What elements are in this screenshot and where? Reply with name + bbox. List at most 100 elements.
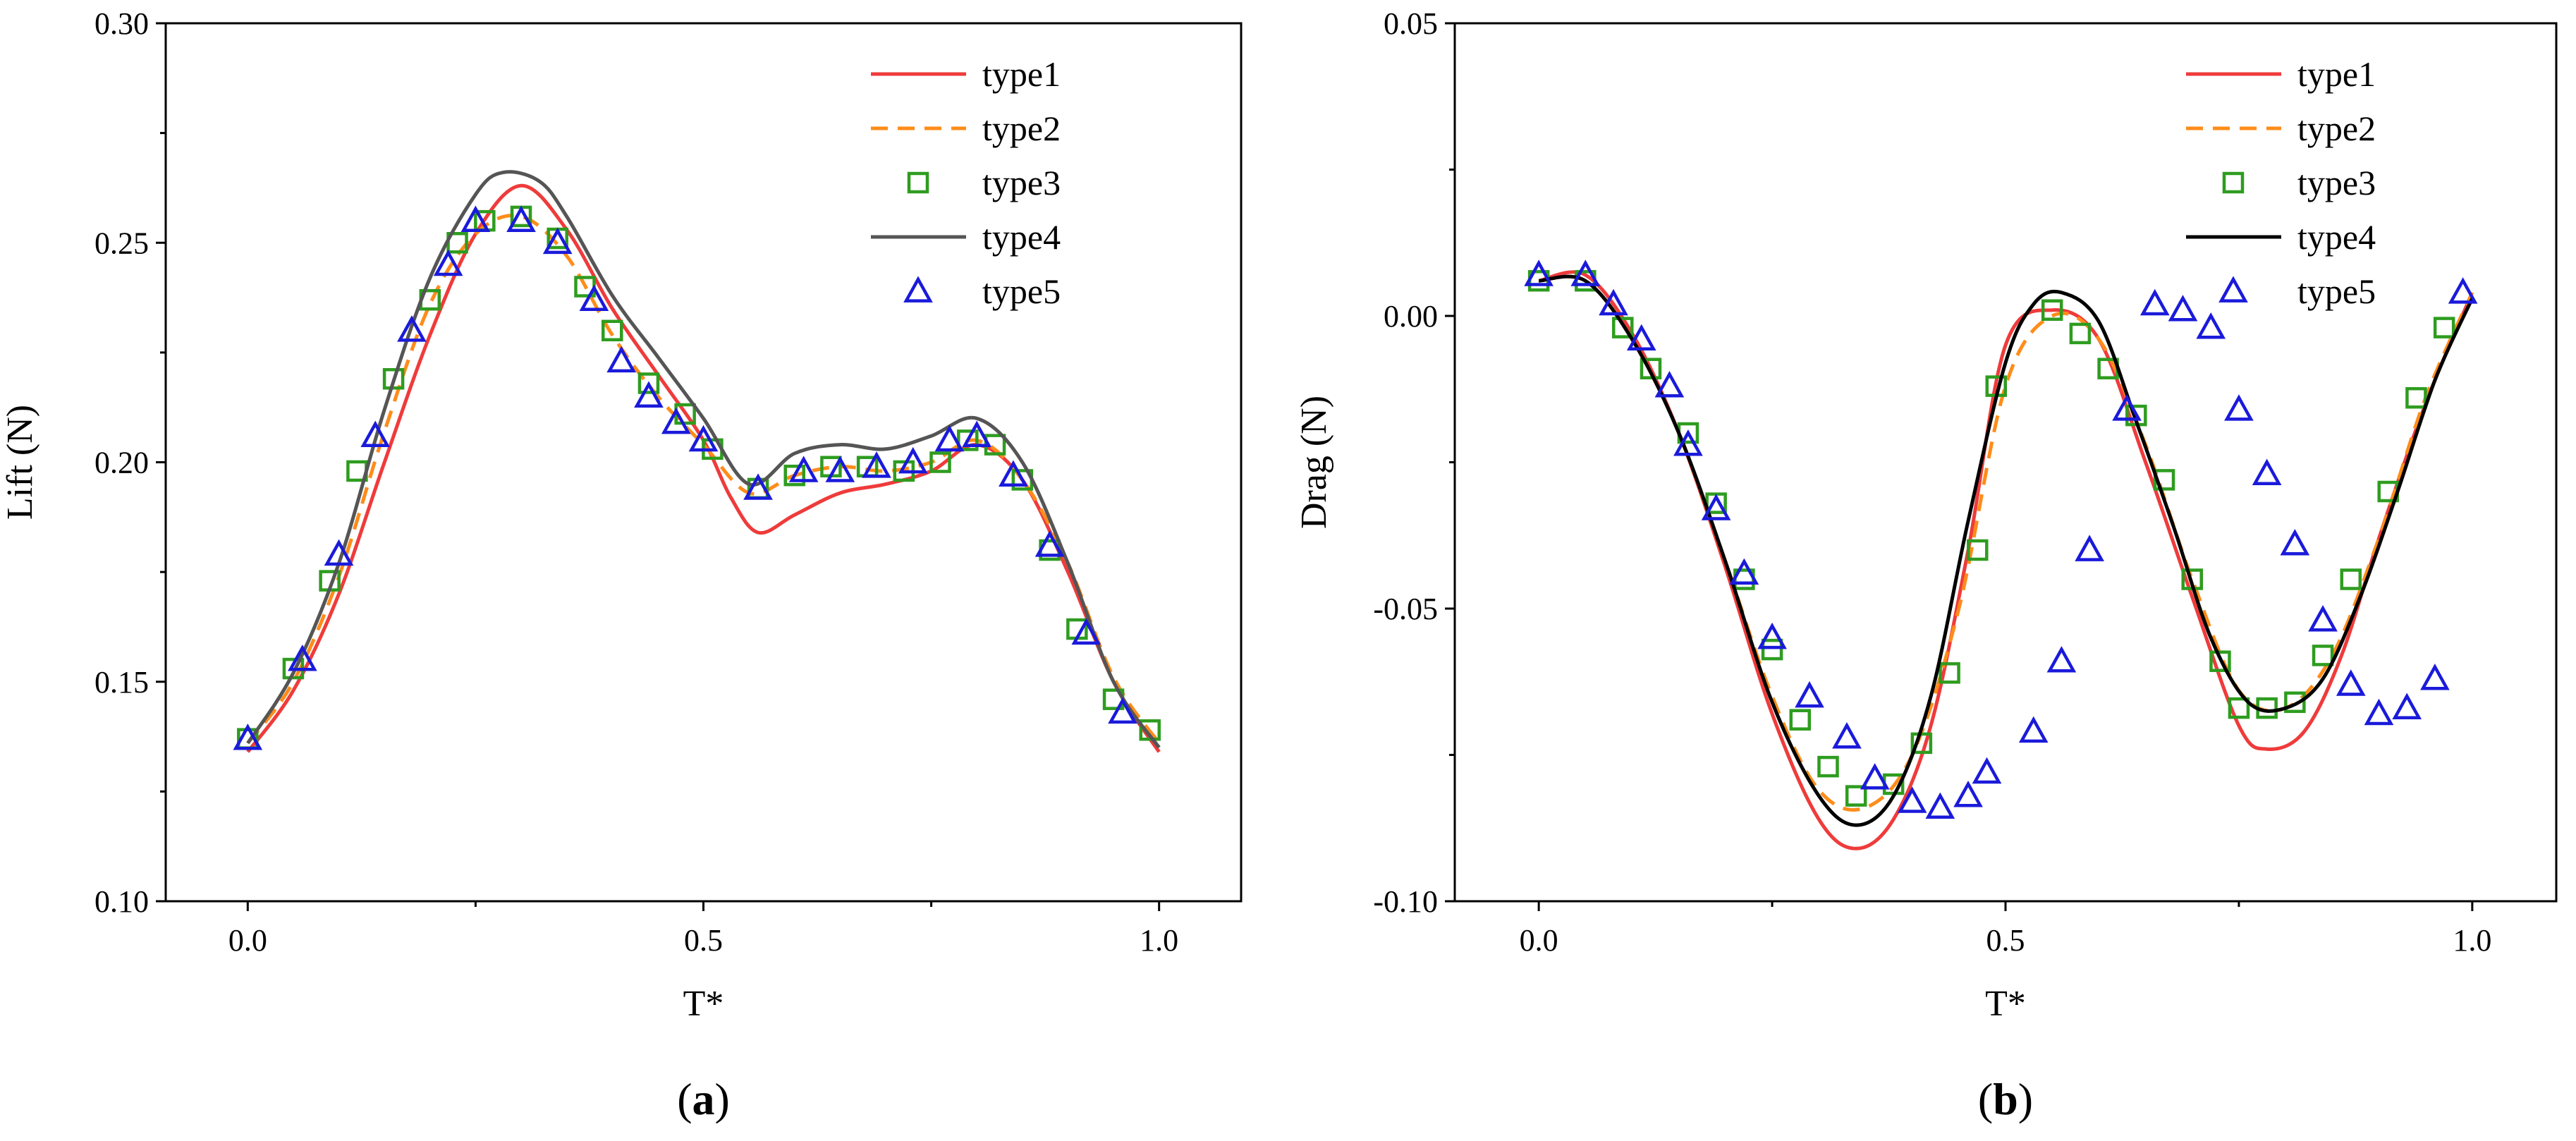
lift-panel-label: (a) (677, 1074, 730, 1124)
drag-point-type3 (1761, 638, 1783, 661)
lift-point-type3 (957, 429, 979, 451)
lift-line-type1 (246, 183, 1161, 753)
lift-y-tick-label: 0.30 (94, 6, 149, 41)
lift-x-tick-label: 0.0 (228, 923, 267, 958)
lift-line-type4 (246, 170, 1161, 749)
lift-point-type5 (934, 425, 965, 452)
drag-point-type3 (1789, 709, 1812, 731)
drag-legend: type1 type2 type3 type4 type5 (2186, 54, 2376, 311)
lift-series-type5 (233, 205, 1137, 750)
lift-point-type5 (1108, 697, 1137, 724)
drag-point-type5 (1626, 324, 1656, 351)
drag-panel-letter: b (1993, 1074, 2018, 1124)
drag-point-type3 (2228, 697, 2250, 719)
drag-point-type3 (2153, 469, 2175, 491)
lift-y-tick-label: 0.10 (94, 884, 149, 919)
drag-legend-label: type2 (2297, 109, 2376, 148)
drag-point-type3 (1640, 358, 1662, 379)
lift-point-type5 (825, 456, 855, 482)
lift-point-type5 (460, 205, 491, 232)
drag-x-tick-label: 0.0 (1520, 923, 1558, 958)
lift-point-type5 (999, 460, 1028, 487)
drag-point-type5 (1897, 786, 1927, 813)
drag-point-type5 (2075, 535, 2104, 561)
lift-point-type5 (962, 420, 992, 447)
drag-legend-label: type4 (2297, 217, 2376, 257)
lift-point-type5 (688, 425, 719, 452)
drag-y-tick-label: -0.05 (1373, 592, 1438, 626)
drag-legend-item: type4 (2186, 217, 2376, 257)
drag-point-type3 (2340, 568, 2362, 590)
lift-point-type5 (743, 473, 773, 500)
lift-point-type5 (788, 456, 819, 482)
drag-point-type5 (2280, 529, 2310, 556)
lift-legend-label: type2 (982, 109, 1061, 148)
lift-legend-label: type4 (982, 217, 1061, 257)
lift-y-tick-label: 0.20 (94, 446, 149, 480)
drag-point-type5 (1832, 721, 1862, 749)
drag-y-tick-label: 0.00 (1384, 299, 1438, 334)
lift-point-type5 (862, 451, 891, 478)
drag-point-type3 (2069, 322, 2092, 345)
lift-legend-item: type5 (903, 271, 1061, 311)
drag-point-type3 (2405, 386, 2427, 409)
drag-point-type5 (1654, 370, 1685, 398)
drag-point-type5 (1757, 622, 1787, 649)
lift-point-type3 (637, 372, 660, 394)
drag-point-type3 (1817, 755, 1839, 778)
lift-point-type5 (606, 346, 637, 373)
drag-plot-frame (1453, 22, 2558, 903)
lift-axis-ticks: 0.0 0.5 1.0 0.10 0.15 0.20 0.25 0.30 (94, 6, 1178, 958)
drag-point-type5 (2252, 458, 2282, 485)
drag-point-type5 (1972, 757, 2002, 784)
drag-point-type5 (1701, 494, 1731, 520)
drag-y-tick-label: -0.10 (1373, 884, 1438, 919)
lift-point-type5 (542, 227, 573, 255)
drag-x-tick-label: 0.5 (1986, 923, 2025, 958)
drag-series-type4 (1538, 274, 2474, 827)
drag-line-type2 (1538, 274, 2474, 812)
lift-series-type4 (246, 170, 1161, 749)
drag-line-type4 (1538, 274, 2474, 827)
lift-legend-item: type4 (871, 217, 1061, 257)
lift-legend-swatch (907, 171, 929, 194)
drag-point-type3 (2209, 650, 2231, 672)
drag-point-type5 (1953, 780, 1983, 807)
drag-point-type5 (2224, 394, 2254, 421)
drag-series-type2 (1538, 274, 2474, 812)
lift-legend-label: type5 (982, 271, 1061, 311)
lift-plot-frame (164, 22, 1243, 903)
drag-legend-item: type2 (2186, 109, 2376, 148)
drag-point-type3 (1967, 539, 1989, 561)
drag-point-type3 (1612, 317, 1634, 338)
lift-point-type3 (382, 367, 405, 390)
lift-legend-label: type3 (982, 163, 1061, 202)
lift-point-type5 (324, 539, 354, 566)
drag-point-type5 (2364, 698, 2394, 726)
lift-point-type5 (634, 381, 664, 408)
lift-y-tick-label: 0.25 (94, 226, 149, 260)
drag-legend-label: type5 (2297, 271, 2376, 311)
lift-point-type5 (288, 644, 317, 671)
lift-point-type5 (433, 249, 463, 276)
drag-chart-panel: 0.0 0.5 1.0-0.10-0.050.000.05 T* Drag (N) … (1294, 6, 2558, 1124)
drag-legend-swatch (2222, 171, 2245, 194)
lift-point-type5 (1071, 618, 1101, 645)
lift-legend-item: type3 (907, 163, 1061, 202)
drag-point-type5 (1729, 558, 1759, 585)
lift-x-tick-label: 0.5 (684, 923, 723, 958)
drag-point-type3 (2041, 299, 2063, 321)
drag-y-axis-label: Drag (N) (1294, 396, 1334, 529)
lift-legend-label: type1 (982, 54, 1061, 94)
drag-point-type5 (1599, 288, 1628, 316)
lift-plot-area (233, 170, 1161, 753)
lift-point-type5 (579, 284, 609, 312)
drag-legend-item: type5 (2218, 271, 2376, 311)
drag-point-type3 (2284, 691, 2306, 714)
lift-point-type5 (661, 407, 691, 434)
lift-series-type1 (246, 183, 1161, 753)
lift-point-type3 (929, 451, 951, 473)
drag-point-type5 (1925, 792, 1955, 819)
drag-point-type5 (2420, 663, 2450, 690)
